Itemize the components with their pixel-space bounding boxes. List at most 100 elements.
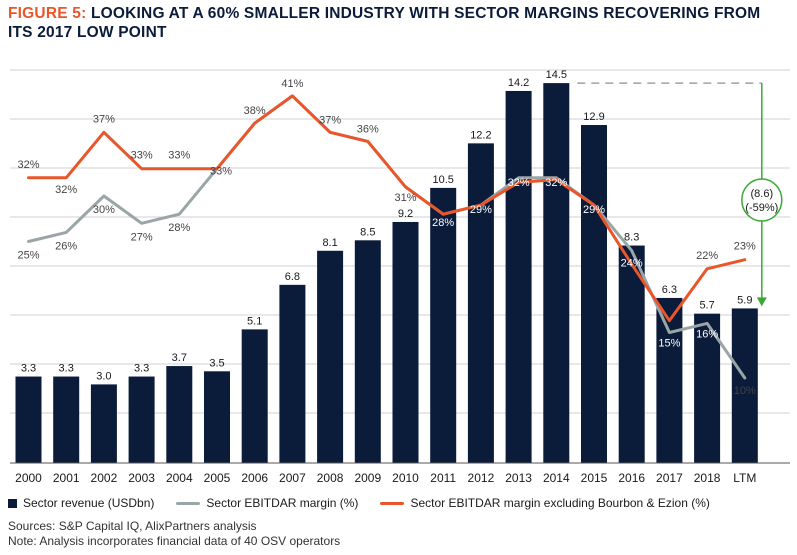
x-tick-label: 2003: [128, 471, 155, 485]
bar-value-label: 8.5: [360, 226, 375, 238]
revenue-bar: [166, 366, 193, 463]
combo-chart: 3.3 3.3 3.0 3.3 3.7 3.5 5.1 6.8 8.1 8.5 9.2 10.5 12.…: [10, 69, 790, 485]
x-tick-label: 2008: [317, 471, 344, 485]
bar-value-label: 8.1: [322, 237, 337, 249]
ebitdar-margin-label: 33%: [210, 166, 232, 178]
bar-value-label: 3.3: [134, 363, 149, 375]
annotation-percent: (-59%): [745, 202, 778, 214]
ebitdar-excl-label: 32%: [55, 184, 77, 196]
x-tick-label: 2013: [505, 471, 532, 485]
revenue-bar: [90, 384, 117, 463]
ebitdar-excl-label: 32%: [17, 159, 39, 171]
decline-annotation: (8.6) (-59%): [577, 82, 783, 307]
bar-value-label: 3.0: [96, 370, 111, 382]
ebitdar-excl-label: 37%: [93, 113, 115, 125]
revenue-bar: [241, 329, 268, 463]
revenue-bar: [279, 284, 306, 463]
ebitdar-margin-label: 26%: [55, 240, 77, 252]
note-line: Note: Analysis incorporates financial da…: [8, 534, 341, 548]
bar-value-label: 12.9: [583, 111, 604, 123]
figure-number: FIGURE 5:: [8, 5, 87, 22]
bar-value-label: 3.5: [209, 357, 224, 369]
ebitdar-margin-label: 28%: [432, 217, 454, 229]
x-tick-label: 2002: [91, 471, 118, 485]
bar-value-label: 6.8: [285, 271, 300, 283]
ebitdar-margin-label: 30%: [93, 204, 115, 216]
legend: Sector revenue (USDbn) Sector EBITDAR ma…: [8, 494, 788, 512]
ebitdar-excl-label: 33%: [131, 150, 153, 162]
annotation-bubble: [741, 178, 783, 222]
ebitdar-excl-label: 22%: [696, 250, 718, 262]
bar-value-label: 3.7: [172, 352, 187, 364]
ebitdar-margin-label: 24%: [621, 258, 643, 270]
x-tick-label: 2010: [392, 471, 419, 485]
bar-value-label: 5.9: [737, 294, 752, 306]
ebitdar-margin-label: 37%: [319, 114, 341, 126]
legend-swatch-revenue: [8, 498, 17, 508]
revenue-bar: [731, 308, 758, 463]
revenue-bar: [204, 371, 230, 463]
ebitdar-margin-label: 38%: [244, 105, 266, 117]
legend-item-revenue: Sector revenue (USDbn): [8, 496, 154, 510]
x-tick-label: 2004: [166, 471, 193, 485]
bar-value-label: 14.2: [508, 77, 529, 89]
ebitdar-margin-label: 16%: [696, 328, 718, 340]
ebitdar-margin-label: 41%: [281, 78, 303, 90]
x-tick-label: LTM: [733, 471, 756, 485]
ebitdar-excl-label: 33%: [168, 150, 190, 162]
figure-title-text: LOOKING AT A 60% SMALLER INDUSTRY WITH S…: [8, 5, 761, 41]
bar-value-label: 3.3: [59, 363, 74, 375]
x-tick-label: 2006: [241, 471, 268, 485]
bar-value-label: 10.5: [432, 174, 453, 186]
legend-label-revenue: Sector revenue (USDbn): [23, 496, 155, 510]
ebitdar-margin-label: 25%: [17, 250, 39, 262]
legend-label-ebitdar: Sector EBITDAR margin (%): [206, 496, 359, 510]
revenue-bar: [505, 90, 532, 464]
x-tick-label: 2015: [581, 471, 608, 485]
x-tick-label: 2000: [15, 471, 42, 485]
legend-item-ebitdar: Sector EBITDAR margin (%): [176, 496, 358, 510]
ebitdar-margin-label: 32%: [508, 177, 530, 189]
ebitdar-excl-line: [27, 94, 747, 323]
revenue-bar: [128, 376, 155, 463]
ebitdar-margin-label: 32%: [545, 177, 567, 189]
x-axis: 2000 2001 2002 2003 2004 2005 2006 2007 2008 2009…: [10, 462, 790, 485]
ebitdar-margin-label: 28%: [168, 222, 190, 234]
sources-line: Sources: S&P Capital IQ, AlixPartners an…: [8, 519, 257, 533]
x-tick-label: 2007: [279, 471, 306, 485]
bar-value-label: 3.3: [21, 363, 36, 375]
revenue-bar: [543, 83, 570, 463]
x-tick-label: 2012: [468, 471, 495, 485]
margin-lines: [27, 94, 747, 380]
x-tick-label: 2001: [53, 471, 80, 485]
x-tick-label: 2009: [354, 471, 381, 485]
revenue-bar: [15, 376, 42, 463]
x-tick-label: 2014: [543, 471, 570, 485]
revenue-bar: [618, 245, 645, 463]
ebitdar-margin-label: 36%: [357, 123, 379, 135]
revenue-bar: [53, 376, 80, 463]
revenue-bar: [430, 187, 457, 463]
bar-value-label: 6.3: [662, 284, 677, 296]
ebitdar-margin-label: 29%: [583, 204, 605, 216]
revenue-bar: [317, 250, 344, 463]
ebitdar-margin-label: 10%: [734, 385, 756, 397]
data-labels: 3.3 3.3 3.0 3.3 3.7 3.5 5.1 6.8 8.1 8.5 9.2 10.5 12.…: [17, 69, 756, 397]
ebitdar-margin-label: 31%: [394, 192, 416, 204]
bar-value-label: 5.7: [699, 300, 714, 312]
sources-note: Sources: S&P Capital IQ, AlixPartners an…: [8, 519, 340, 549]
arrow-head-icon: [756, 297, 767, 307]
annotation-delta: (8.6): [750, 188, 773, 200]
x-tick-label: 2017: [656, 471, 683, 485]
ebitdar-margin-label: 27%: [131, 231, 153, 243]
revenue-bar: [392, 221, 419, 463]
x-tick-label: 2018: [694, 471, 721, 485]
revenue-bar: [354, 240, 381, 463]
bar-value-label: 12.2: [470, 129, 491, 141]
bar-value-label: 9.2: [398, 208, 413, 220]
ebitdar-margin-label: 15%: [658, 338, 680, 350]
bar-value-label: 14.5: [546, 69, 567, 81]
x-tick-label: 2011: [430, 471, 456, 485]
ebitdar-margin-label: 29%: [470, 204, 492, 216]
ebitdar-excl-label: 23%: [734, 241, 756, 253]
